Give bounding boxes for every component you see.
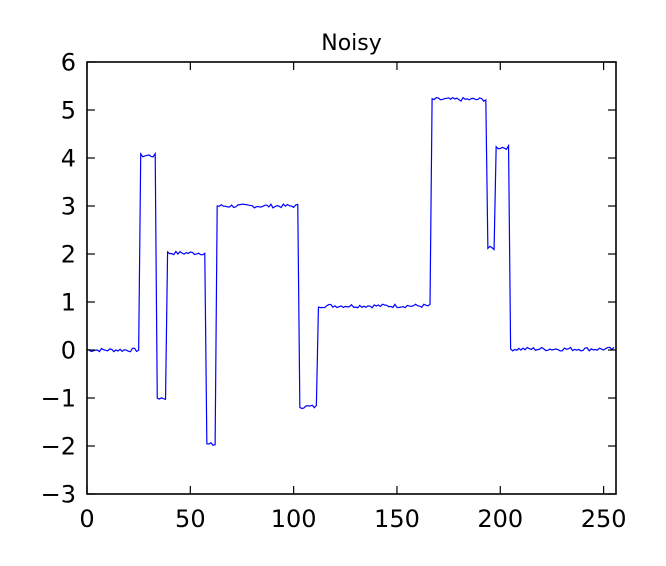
x-tick-label: 150 [374, 505, 420, 533]
chart-title: Noisy [321, 31, 382, 56]
series-line [86, 96, 615, 446]
y-tick-label: 5 [61, 97, 76, 125]
x-tick-label: 200 [477, 505, 523, 533]
y-tick-label: 3 [61, 193, 76, 221]
y-tick-label: 1 [61, 289, 76, 317]
y-tick-label: 0 [61, 337, 76, 365]
y-tick-label: 6 [61, 49, 76, 77]
x-tick-label: 50 [175, 505, 206, 533]
y-tick-label: 2 [61, 241, 76, 269]
y-tick-label: 4 [61, 145, 76, 173]
x-tick-label: 100 [271, 505, 317, 533]
x-tick-label: 250 [581, 505, 627, 533]
axes-frame [86, 61, 617, 495]
y-tick-label: −3 [41, 481, 76, 509]
y-tick-label: −1 [41, 385, 76, 413]
x-tick-label: 0 [79, 505, 94, 533]
y-tick-label: −2 [41, 433, 76, 461]
